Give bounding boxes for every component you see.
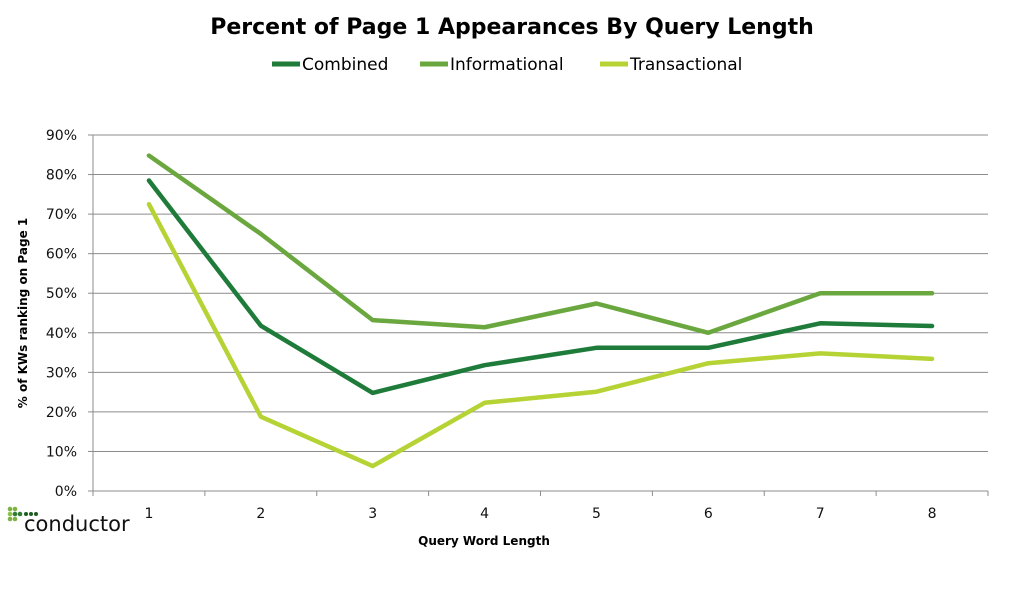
data-point [260, 233, 262, 235]
y-tick-label: 30% [46, 365, 77, 381]
y-tick-label: 50% [46, 286, 77, 302]
data-point [260, 325, 262, 327]
data-point [707, 347, 709, 349]
data-point [148, 155, 150, 157]
legend: Combined Informational Transactional [272, 55, 742, 75]
legend-item-combined: Combined [272, 55, 388, 75]
conductor-logo: conductor [7, 506, 130, 536]
data-point [819, 322, 821, 324]
data-point [931, 325, 933, 327]
series-transactional [146, 201, 935, 469]
data-point [931, 358, 933, 360]
series-lines [146, 153, 935, 469]
x-tick-label: 8 [928, 506, 937, 522]
axes [92, 135, 989, 496]
x-tick-label: 1 [144, 506, 153, 522]
series-informational [146, 153, 935, 336]
data-point [148, 179, 150, 181]
y-tick-label: 40% [46, 326, 77, 342]
y-tick-label: 20% [46, 405, 77, 421]
data-point [372, 392, 374, 394]
y-axis-title: % of KWs ranking on Page 1 [16, 218, 30, 408]
y-tick-label: 70% [46, 207, 77, 223]
y-tick-label: 80% [46, 168, 77, 184]
data-point [484, 326, 486, 328]
data-point [595, 391, 597, 393]
data-point [484, 402, 486, 404]
data-point [260, 416, 262, 418]
data-point [372, 465, 374, 467]
data-point [148, 203, 150, 205]
series-line [146, 178, 935, 396]
x-tick-label: 2 [256, 506, 265, 522]
x-axis-title: Query Word Length [418, 534, 550, 548]
series-line [146, 201, 935, 469]
y-tick-label: 90% [46, 128, 77, 144]
chart-title: Percent of Page 1 Appearances By Query L… [210, 15, 814, 40]
data-point [707, 362, 709, 364]
data-point [372, 319, 374, 321]
x-tick-labels: 1 2 3 4 5 6 7 8 [144, 506, 936, 522]
x-tick-label: 7 [816, 506, 825, 522]
y-tick-labels: 0% 10% 20% 30% 40% 50% 60% 70% 80% 90% [46, 128, 77, 500]
gridlines [88, 134, 988, 492]
series-line [146, 153, 935, 336]
conductor-logo-icon [7, 506, 38, 522]
x-tick-label: 3 [368, 506, 377, 522]
data-point [595, 347, 597, 349]
legend-item-transactional: Transactional [600, 55, 742, 75]
y-tick-label: 60% [46, 247, 77, 263]
series-combined [146, 178, 935, 396]
x-tick-label: 4 [480, 506, 489, 522]
data-point [707, 332, 709, 334]
legend-item-informational: Informational [420, 55, 564, 75]
legend-label: Transactional [629, 55, 742, 75]
y-tick-label: 0% [55, 484, 77, 500]
data-point [819, 292, 821, 294]
data-point [819, 352, 821, 354]
data-point [595, 303, 597, 305]
legend-label: Informational [450, 55, 564, 75]
data-point [931, 292, 933, 294]
x-tick-label: 5 [592, 506, 601, 522]
y-tick-label: 10% [46, 444, 77, 460]
data-point [484, 364, 486, 366]
x-tick-label: 6 [704, 506, 713, 522]
legend-label: Combined [302, 55, 388, 75]
conductor-logo-text: conductor [24, 512, 130, 536]
